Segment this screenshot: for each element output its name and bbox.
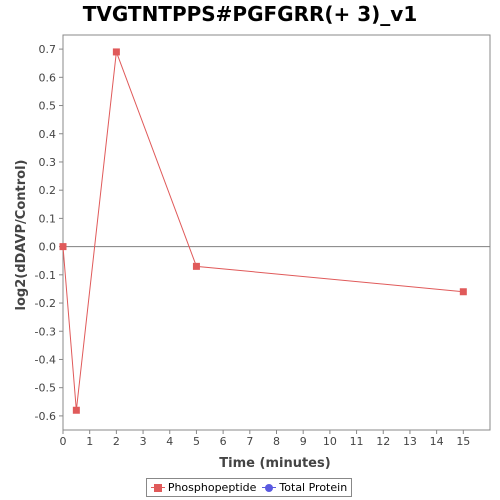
x-tick-label: 6	[220, 435, 227, 448]
y-tick-label: 0.4	[39, 128, 57, 141]
x-tick-label: 8	[273, 435, 280, 448]
x-tick-label: 0	[60, 435, 67, 448]
y-tick-label: 0.6	[39, 71, 57, 84]
y-axis-ticks: -0.6 -0.5 -0.4 -0.3 -0.2 -0.1 0.0 0.1 0.2 0.3 0.4 0…	[35, 43, 63, 423]
x-tick-label: 11	[350, 435, 364, 448]
y-tick-label: 0.5	[39, 100, 57, 113]
legend-swatch-total-protein	[262, 483, 277, 492]
y-tick-label: -0.4	[35, 353, 56, 366]
y-tick-label: -0.5	[35, 382, 56, 395]
legend-item-phosphopeptide: Phosphopeptide	[150, 481, 257, 494]
x-tick-label: 15	[456, 435, 470, 448]
x-tick-label: 12	[376, 435, 390, 448]
data-point-phosphopeptide	[192, 262, 200, 270]
x-tick-label: 7	[246, 435, 253, 448]
plot-area	[62, 34, 491, 431]
y-tick-label: 0.1	[39, 212, 57, 225]
x-tick-label: 13	[403, 435, 417, 448]
x-tick-label: 4	[166, 435, 173, 448]
legend-swatch-phosphopeptide	[150, 483, 165, 492]
x-tick-label: 5	[193, 435, 200, 448]
y-tick-label: 0.2	[39, 184, 57, 197]
legend-item-total-protein: Total Protein	[262, 481, 347, 494]
y-tick-label: 0.7	[39, 43, 57, 56]
y-axis-label: log2(dDAVP/Control)	[14, 160, 29, 311]
data-point-phosphopeptide	[72, 406, 80, 414]
data-point-phosphopeptide	[459, 288, 467, 296]
y-tick-label: -0.3	[35, 325, 56, 338]
y-tick-label: 0.3	[39, 156, 57, 169]
x-tick-label: 10	[323, 435, 337, 448]
data-point-phosphopeptide	[112, 48, 120, 56]
y-tick-label: -0.2	[35, 297, 56, 310]
x-tick-label: 3	[140, 435, 147, 448]
legend-label-phosphopeptide: Phosphopeptide	[167, 481, 257, 494]
series-layer	[59, 48, 467, 414]
data-point-phosphopeptide	[59, 243, 67, 251]
x-tick-label: 9	[300, 435, 307, 448]
legend: Phosphopeptide Total Protein	[146, 478, 352, 497]
y-tick-label: -0.1	[35, 269, 56, 282]
x-axis-label: Time (minutes)	[219, 456, 330, 471]
y-tick-label: 0.0	[39, 241, 57, 254]
x-tick-label: 1	[86, 435, 93, 448]
x-axis-ticks: 0 1 2 3 4 5 6 7 8 9 10 11 12 13 14 15	[60, 430, 470, 448]
y-tick-label: -0.6	[35, 410, 56, 423]
plot-frame	[62, 34, 491, 431]
legend-label-total-protein: Total Protein	[279, 481, 348, 494]
chart-title: TVGTNTPPS#PGFGRR(+ 3)_v1	[82, 2, 418, 26]
x-tick-label: 14	[430, 435, 444, 448]
x-tick-label: 2	[113, 435, 120, 448]
